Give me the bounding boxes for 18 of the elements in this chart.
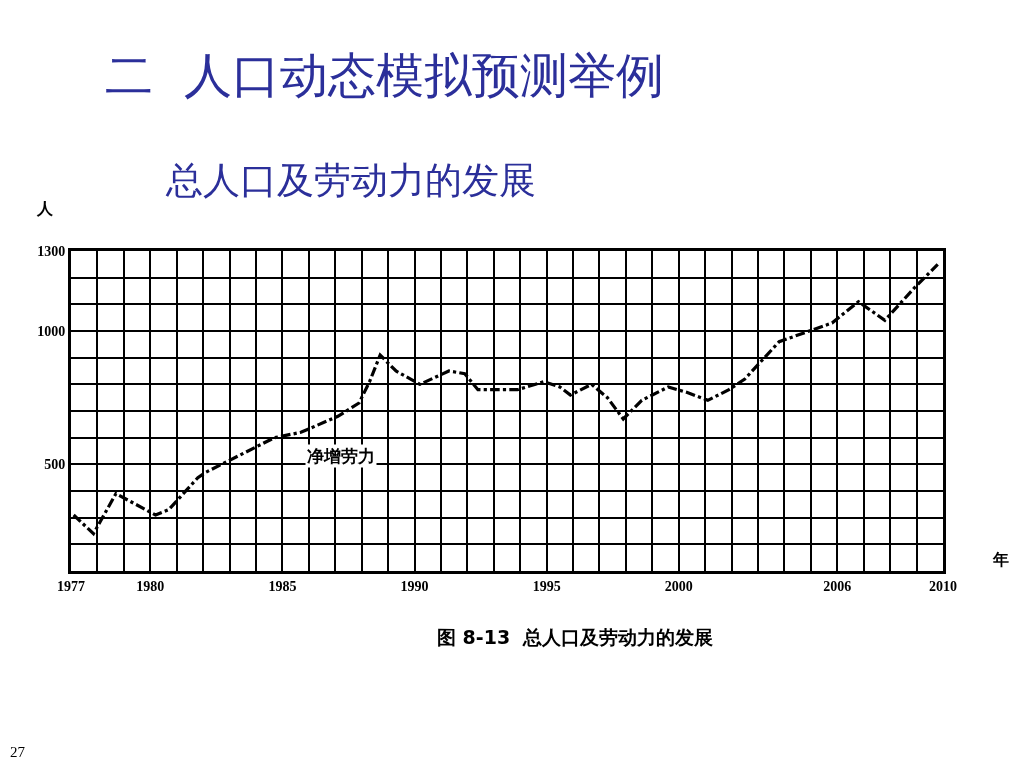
y-axis-title: 人 [36, 199, 54, 218]
x-tick-label: 1995 [532, 578, 561, 594]
y-tick-label: 1300 [37, 243, 66, 259]
x-tick-label: 1977 [57, 578, 85, 594]
x-tick-label: 1985 [268, 578, 297, 594]
text: 27 [10, 744, 26, 760]
y-tick-label: 1000 [37, 323, 66, 339]
x-tick-label: 2006 [823, 578, 852, 594]
x-tick-label: 2010 [929, 578, 957, 594]
series-label: 净增劳力 [307, 446, 375, 466]
chart-subtitle: 总人口及劳动力的发展 [165, 159, 536, 202]
y-tick-label: 500 [44, 457, 66, 473]
x-axis-title: 年 [992, 550, 1009, 569]
x-tick-label: 1980 [136, 578, 165, 594]
x-tick-label: 2000 [664, 578, 693, 594]
caption: 图 8-13 总人口及劳动力的发展 [437, 626, 714, 648]
chart-title: 二 人口动态模拟预测举例 [105, 46, 664, 103]
x-tick-label: 1990 [400, 578, 429, 594]
